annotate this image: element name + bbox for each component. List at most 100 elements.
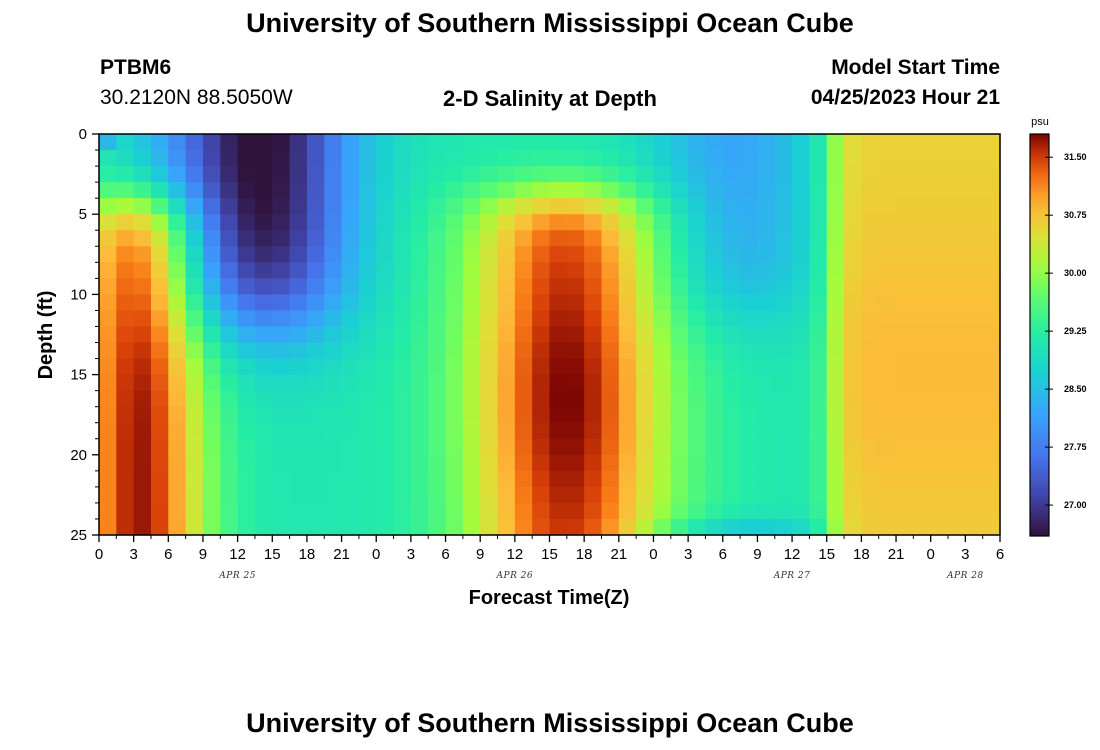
- heatmap-cell: [514, 246, 533, 263]
- heatmap-cell: [982, 214, 1001, 231]
- heatmap-cell: [306, 454, 325, 472]
- heatmap-cell: [185, 502, 204, 520]
- heatmap-cell: [566, 230, 585, 247]
- heatmap-cell: [930, 198, 949, 215]
- heatmap-cell: [324, 166, 343, 183]
- heatmap-cell: [341, 150, 360, 167]
- date-label: APR 28: [946, 571, 984, 581]
- heatmap-cell: [306, 246, 325, 263]
- heatmap-cell: [376, 454, 395, 472]
- heatmap-cell: [237, 198, 256, 215]
- heatmap-cell: [826, 326, 845, 344]
- heatmap-cell: [913, 246, 932, 263]
- heatmap-cell: [636, 326, 655, 344]
- heatmap-cell: [254, 166, 273, 183]
- heatmap-cell: [826, 486, 845, 504]
- heatmap-cell: [514, 150, 533, 167]
- heatmap-cell: [306, 262, 325, 279]
- heatmap-cell: [410, 342, 429, 360]
- heatmap-cell: [428, 358, 447, 376]
- heatmap-cell: [913, 262, 932, 279]
- x-tick-label: 9: [753, 546, 761, 563]
- heatmap-cell: [532, 518, 551, 536]
- heatmap-cell: [584, 294, 603, 312]
- heatmap-cell: [341, 438, 360, 456]
- heatmap-cell: [792, 374, 811, 392]
- heatmap-cell: [757, 134, 776, 151]
- heatmap-cell: [376, 422, 395, 440]
- heatmap-cell: [913, 470, 932, 488]
- heatmap-cell: [809, 166, 828, 183]
- heatmap-cell: [618, 470, 637, 488]
- heatmap-cell: [393, 422, 412, 440]
- heatmap-cell: [99, 358, 117, 376]
- heatmap-cell: [393, 310, 412, 328]
- heatmap-cell: [393, 198, 412, 215]
- x-axis: 0 3 6 9 12 15 18 21 0 3 6 9 12 15 18 21 0 3 6 9 12 15 18 21 0 3 6: [95, 535, 1004, 563]
- heatmap-cell: [653, 390, 672, 408]
- heatmap-cell: [670, 486, 689, 504]
- heatmap-cell: [116, 310, 135, 328]
- heatmap-cell: [653, 438, 672, 456]
- heatmap-cell: [428, 470, 447, 488]
- heatmap-cell: [532, 422, 551, 440]
- heatmap-cell: [896, 166, 914, 183]
- x-tick-label: 9: [476, 546, 484, 563]
- heatmap-cell: [341, 374, 360, 392]
- heatmap-cell: [237, 230, 256, 247]
- heatmap-cell: [549, 198, 568, 215]
- heatmap-cell: [878, 358, 897, 376]
- heatmap-cell: [740, 342, 759, 360]
- heatmap-cell: [428, 198, 447, 215]
- heatmap-cell: [948, 406, 966, 424]
- heatmap-cell: [618, 134, 637, 151]
- heatmap-cell: [358, 438, 377, 456]
- heatmap-cell: [497, 454, 516, 472]
- heatmap-cell: [913, 502, 932, 520]
- heatmap-cell: [965, 518, 984, 536]
- heatmap-cell: [913, 438, 932, 456]
- heatmap-cell: [930, 406, 949, 424]
- heatmap-cell: [202, 438, 221, 456]
- heatmap-cell: [168, 454, 187, 472]
- heatmap-cell: [566, 246, 585, 263]
- heatmap-cell: [653, 406, 672, 424]
- y-axis-title: Depth (ft): [35, 291, 57, 380]
- heatmap-cell: [584, 230, 603, 247]
- heatmap-cell: [774, 134, 793, 151]
- heatmap-cell: [549, 150, 568, 167]
- heatmap-cell: [289, 166, 308, 183]
- heatmap-cell: [202, 246, 221, 263]
- heatmap-cell: [376, 358, 395, 376]
- heatmap-cell: [116, 278, 135, 295]
- heatmap-cell: [480, 406, 499, 424]
- heatmap-cell: [809, 454, 828, 472]
- colorbar-ticks: 31.50 30.75 30.00 29.25 28.50 27.75 27.00: [1045, 152, 1087, 510]
- heatmap-cell: [809, 390, 828, 408]
- heatmap-cell: [653, 422, 672, 440]
- heatmap-cell: [826, 422, 845, 440]
- heatmap-cell: [341, 134, 360, 151]
- heatmap-cell: [272, 470, 291, 488]
- heatmap-cell: [965, 230, 984, 247]
- heatmap-cell: [497, 166, 516, 183]
- heatmap-cell: [358, 470, 377, 488]
- heatmap-cell: [965, 502, 984, 520]
- heatmap-cell: [289, 198, 308, 215]
- heatmap-cell: [982, 230, 1001, 247]
- heatmap-cell: [202, 134, 221, 151]
- heatmap-cell: [566, 374, 585, 392]
- date-labels: APR 25 APR 26 APR 27 APR 28: [218, 571, 983, 581]
- heatmap-cell: [497, 358, 516, 376]
- heatmap-cell: [393, 454, 412, 472]
- heatmap-cell: [792, 294, 811, 312]
- heatmap-cell: [341, 214, 360, 231]
- x-tick-label: 6: [441, 546, 449, 563]
- heatmap-cell: [809, 422, 828, 440]
- heatmap-cell: [410, 262, 429, 279]
- heatmap-cell: [809, 214, 828, 231]
- heatmap-cell: [653, 502, 672, 520]
- heatmap-cell: [844, 134, 862, 151]
- heatmap-cell: [861, 198, 880, 215]
- heatmap-cell: [272, 150, 291, 167]
